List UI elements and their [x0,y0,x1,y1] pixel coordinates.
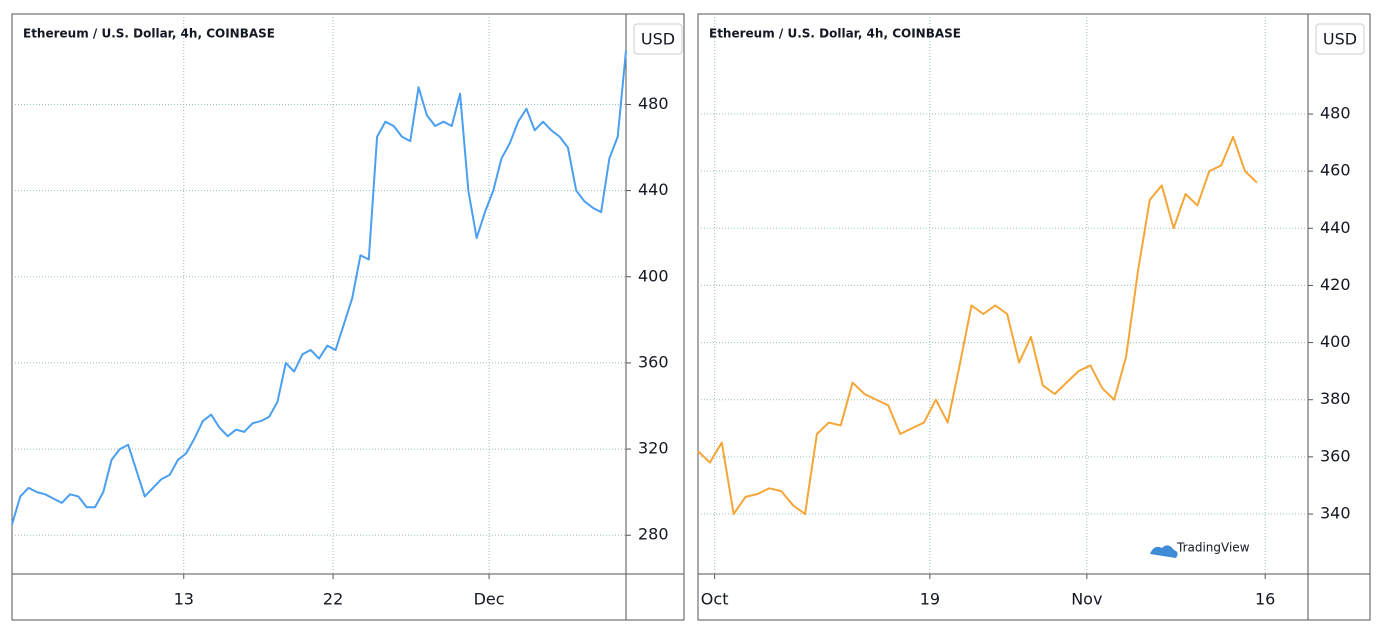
y-tick-label: 400 [638,266,669,285]
x-tick-label: 13 [174,590,194,609]
x-tick-label: 19 [920,590,940,609]
y-tick-label: 340 [1320,504,1351,523]
panel-frame [697,13,1371,621]
y-tick-label: 280 [638,525,669,544]
unit-label: USD [1323,30,1357,49]
x-tick-label: 16 [1255,590,1275,609]
x-tick-label: Oct [701,590,729,609]
y-tick-label: 360 [638,352,669,371]
chart-panel: 280 320 360 400 440 480 13 22 Dec Ethereum / U.S.… [11,13,685,621]
y-tick-label: 440 [638,180,669,199]
y-tick-label: 400 [1320,332,1351,351]
x-tick-label: 22 [323,590,343,609]
unit-label: USD [641,30,675,49]
panel-frame [11,13,685,621]
watermark-icon [1150,545,1178,558]
y-tick-label: 320 [638,439,669,458]
y-tick-label: 420 [1320,275,1351,294]
y-tick-label: 480 [1320,104,1351,123]
y-tick-label: 380 [1320,389,1351,408]
x-tick-label: Nov [1071,590,1102,609]
y-tick-label: 480 [638,94,669,113]
chart-title: Ethereum / U.S. Dollar, 4h, COINBASE [709,27,961,41]
chart-title: Ethereum / U.S. Dollar, 4h, COINBASE [23,27,275,41]
y-tick-label: 360 [1320,446,1351,465]
unit-badge [1315,23,1365,55]
x-tick-label: Dec [474,590,505,609]
chart-panel: 340 360 380 400 420 440 460 480 Oct 19 Nov 16 Ethere… [697,13,1371,621]
y-tick-label: 460 [1320,161,1351,180]
y-tick-label: 440 [1320,218,1351,237]
unit-badge [633,23,683,55]
price-line [697,135,1258,515]
price-line [11,50,627,525]
watermark: TradingView [1176,541,1250,555]
